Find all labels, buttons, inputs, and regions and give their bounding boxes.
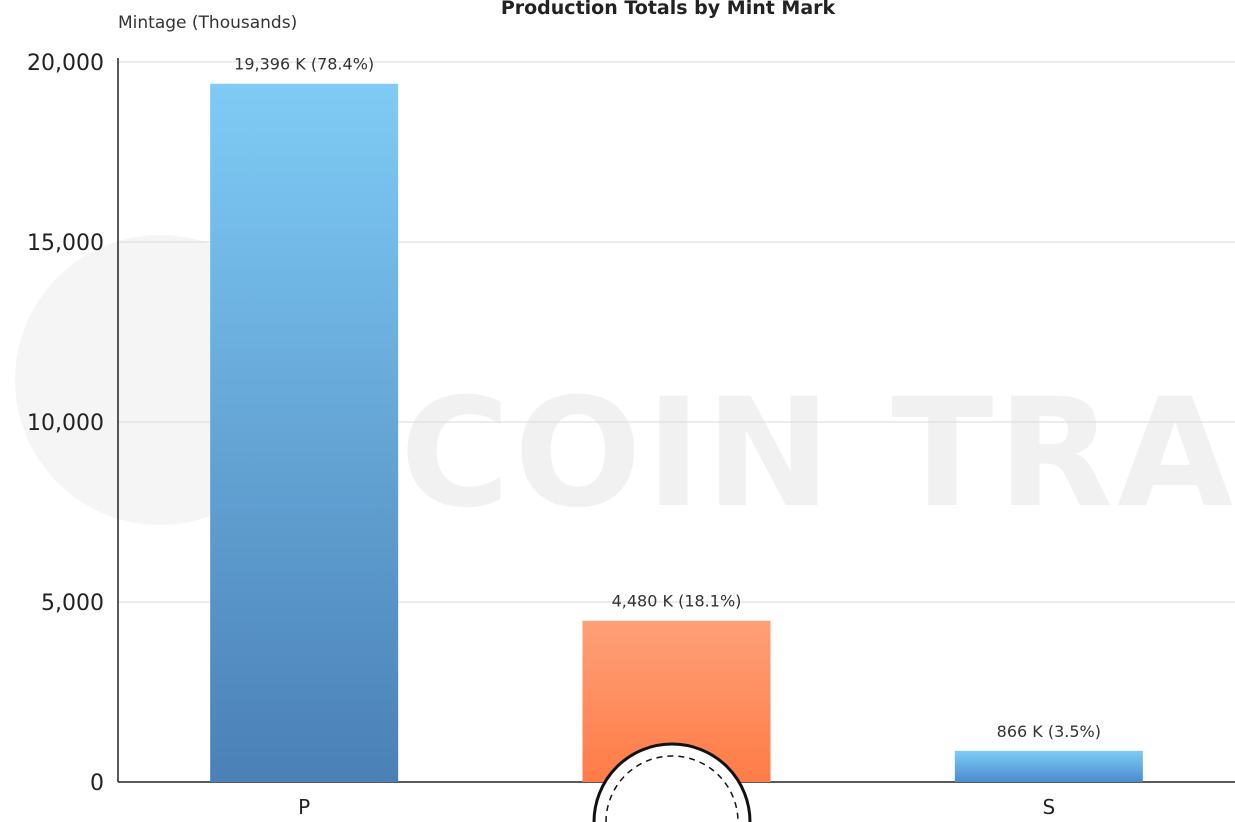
- labels: 0 5,000 10,000 15,000 20,000 19,396 K (78.4%)…: [27, 51, 1101, 819]
- x-category-label: P: [298, 795, 310, 819]
- bar-data-label: 866 K (3.5%): [997, 722, 1101, 741]
- x-category-label: S: [1042, 795, 1055, 819]
- y-tick-label: 10,000: [27, 411, 104, 436]
- bar-data-label: 4,480 K (18.1%): [612, 592, 742, 611]
- bar-data-label: 19,396 K (78.4%): [234, 55, 374, 74]
- mint-seal-icon: [592, 742, 752, 822]
- y-tick-label: 20,000: [27, 51, 104, 76]
- y-tick-label: 5,000: [41, 591, 104, 616]
- watermark-text: COIN TRACKERS: [400, 367, 1235, 541]
- y-tick-label: 0: [90, 771, 104, 796]
- bar-s: [954, 750, 1143, 782]
- chart-title: Production Totals by Mint Mark: [501, 0, 836, 19]
- watermark-logo: COIN TRACKERS: [15, 235, 1235, 541]
- bar-p: [210, 83, 399, 782]
- y-axis-title: Mintage (Thousands): [118, 13, 297, 33]
- y-tick-label: 15,000: [27, 231, 104, 256]
